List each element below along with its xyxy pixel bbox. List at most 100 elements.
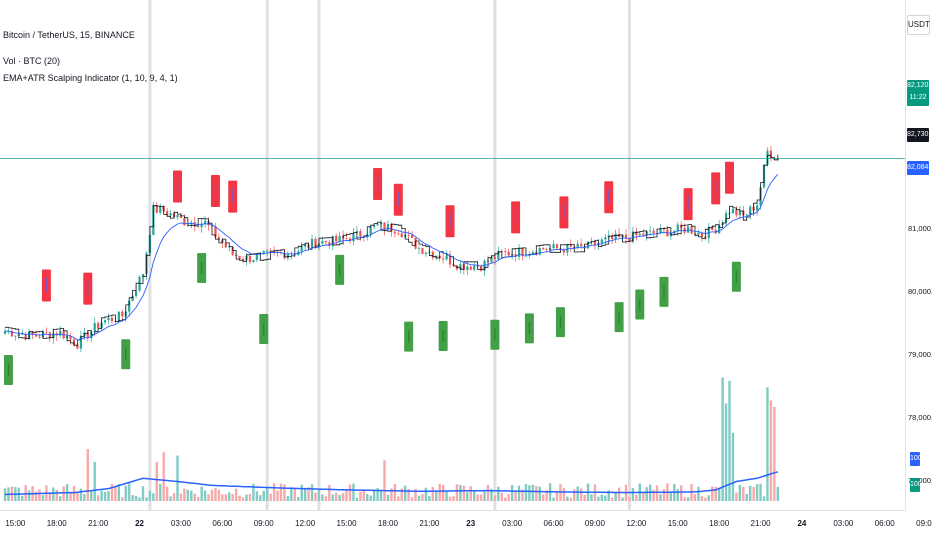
volume-bar [169,496,172,501]
volume-bar [752,486,755,501]
candle [348,238,352,242]
volume-bar [41,495,45,501]
volume-bar [462,485,466,501]
symbol-legend[interactable]: Bitcoin / TetherUS, 15, BINANCE [3,30,135,40]
candle [552,244,555,249]
candle [745,214,748,216]
candle [480,266,483,271]
volume-bar [290,487,293,501]
volume-bar [669,491,673,501]
candle [756,205,759,211]
volume-bar [328,484,331,501]
volume-bar [117,484,121,501]
volume-bar [459,484,462,501]
volume-bar [617,487,621,501]
volume-bar [766,387,769,501]
volume-bar [348,484,352,501]
time-tick-label: 03:00 [170,519,191,528]
volume-bar [145,497,148,501]
volume-bar [55,489,58,501]
time-tick-label: 03:00 [833,519,854,528]
candle [34,335,38,337]
volume-bar [362,489,365,501]
volume-bar [159,483,162,501]
candle [224,242,227,248]
volume-bar [317,490,321,501]
indicator-legend[interactable]: EMA+ATR Scalping Indicator (1, 10, 9, 4,… [3,73,178,83]
candle [238,255,241,259]
volume-bar [417,495,421,501]
volume-bar [103,491,107,501]
volume-bar [614,492,617,501]
signal-labels [3,161,741,385]
volume-bar [749,485,752,501]
candle [562,249,565,253]
volume-bar [269,493,272,501]
price-tick-label: 79,000.00 [908,350,932,359]
candle [10,331,13,337]
volume-bar [431,486,434,501]
volume-bar [307,487,310,501]
volume-bar [93,462,96,501]
volume-bar [34,491,38,501]
candle [604,237,607,240]
candle [345,238,348,239]
volume-bar [659,494,662,501]
candle [531,252,534,254]
volume-bar [276,490,279,501]
candle [321,240,324,244]
time-tick-label: 06:00 [543,519,564,528]
volume-bar [776,486,779,501]
volume-bar [200,486,203,501]
candle [155,204,158,213]
candle [14,335,17,337]
volume-bar [79,488,83,501]
volume-bar [569,497,572,501]
volume-bar [576,486,579,501]
volume-bar [542,494,545,501]
volume-legend[interactable]: Vol · BTC (20) [3,56,61,66]
volume-bar [293,487,296,501]
candle [266,250,269,252]
volume-bar [507,493,510,501]
volume-bar [531,484,535,501]
volume-bar [186,489,190,501]
volume-bar [86,449,89,501]
candle [431,251,434,258]
candle [635,231,638,236]
candle [159,206,162,213]
candle [690,226,693,234]
volume-bar [21,495,24,501]
candle [466,266,469,270]
currency-button[interactable]: USDT [907,15,930,35]
candle [355,231,358,234]
volume-bar [234,488,238,501]
candle [262,250,265,253]
volume-bar [124,485,127,501]
volume-bar [410,497,414,501]
volume-bar [397,496,400,501]
candle [400,233,403,238]
volume-bar [611,497,614,501]
candle [700,232,703,237]
volume-bar [597,496,600,501]
volume-bar [497,486,500,501]
volume-bar [562,488,566,501]
candle [600,239,603,243]
candle [324,240,327,243]
volume-bar [162,452,165,501]
volume-bar [755,484,759,501]
ema-value-tag: 82,084.05 [907,161,929,175]
volume-bar [600,494,604,501]
volume-bar [642,492,645,501]
volume-bar [197,497,200,501]
candle [214,226,217,238]
volume-bar [321,494,324,501]
volume-bar [424,487,428,501]
candle [769,150,772,159]
volume-bar [283,484,286,501]
price-tick-label: 81,000.00 [908,224,932,233]
time-tick-label: 21:00 [88,519,109,528]
candle [169,213,172,216]
